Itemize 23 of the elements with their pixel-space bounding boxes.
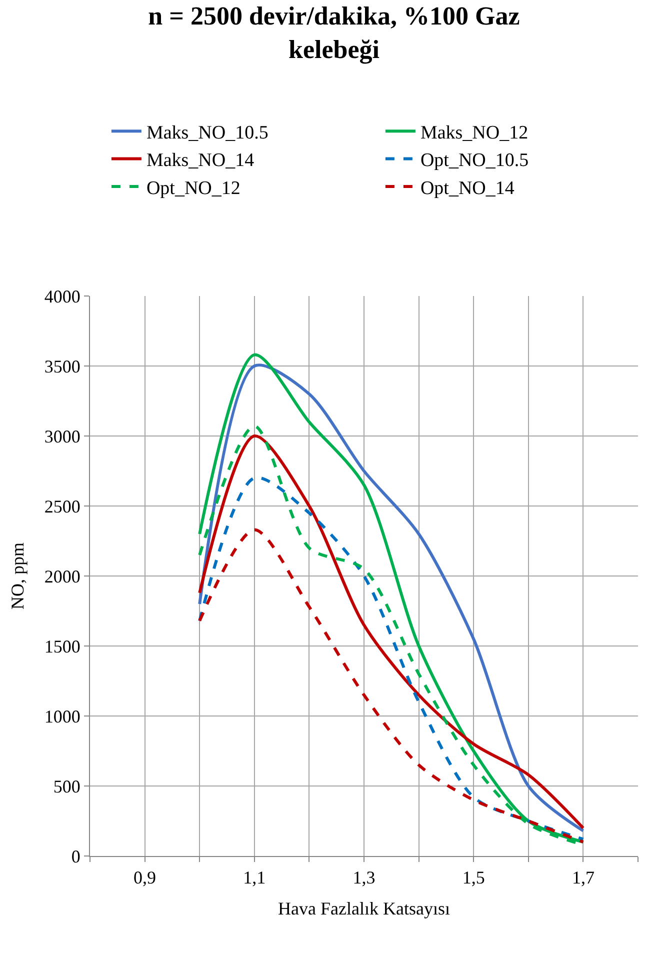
x-tick-label: 1,3: [352, 868, 376, 888]
y-axis-title: NO, ppm: [8, 542, 28, 610]
x-axis-title: Hava Fazlalık Katsayısı: [278, 898, 450, 919]
legend-label: Opt_NO_10.5: [420, 150, 529, 172]
y-tick-label: 1500: [44, 636, 80, 656]
legend-label: Opt_NO_12: [146, 178, 240, 199]
y-tick-label: 1000: [44, 706, 80, 726]
legend-label: Maks_NO_12: [420, 122, 528, 144]
legend-label: Maks_NO_14: [146, 150, 255, 172]
y-tick-label: 0: [71, 846, 80, 866]
x-tick-label: 1,5: [462, 868, 485, 888]
legend-label: Opt_NO_14: [420, 178, 515, 199]
y-tick-label: 3500: [44, 356, 80, 376]
y-tick-label: 2000: [44, 566, 80, 586]
x-tick-label: 1,7: [572, 868, 594, 888]
y-tick-label: 4000: [44, 286, 80, 306]
y-tick-label: 2500: [44, 496, 80, 516]
legend-label: Maks_NO_10.5: [146, 122, 268, 144]
y-tick-label: 3000: [44, 426, 80, 446]
y-tick-label: 500: [53, 776, 80, 796]
x-tick-label: 1,1: [243, 868, 266, 888]
x-tick-label: 0,9: [134, 868, 156, 888]
chart-title: n = 2500 devir/dakika, %100 Gaz kelebeği: [148, 1, 520, 64]
